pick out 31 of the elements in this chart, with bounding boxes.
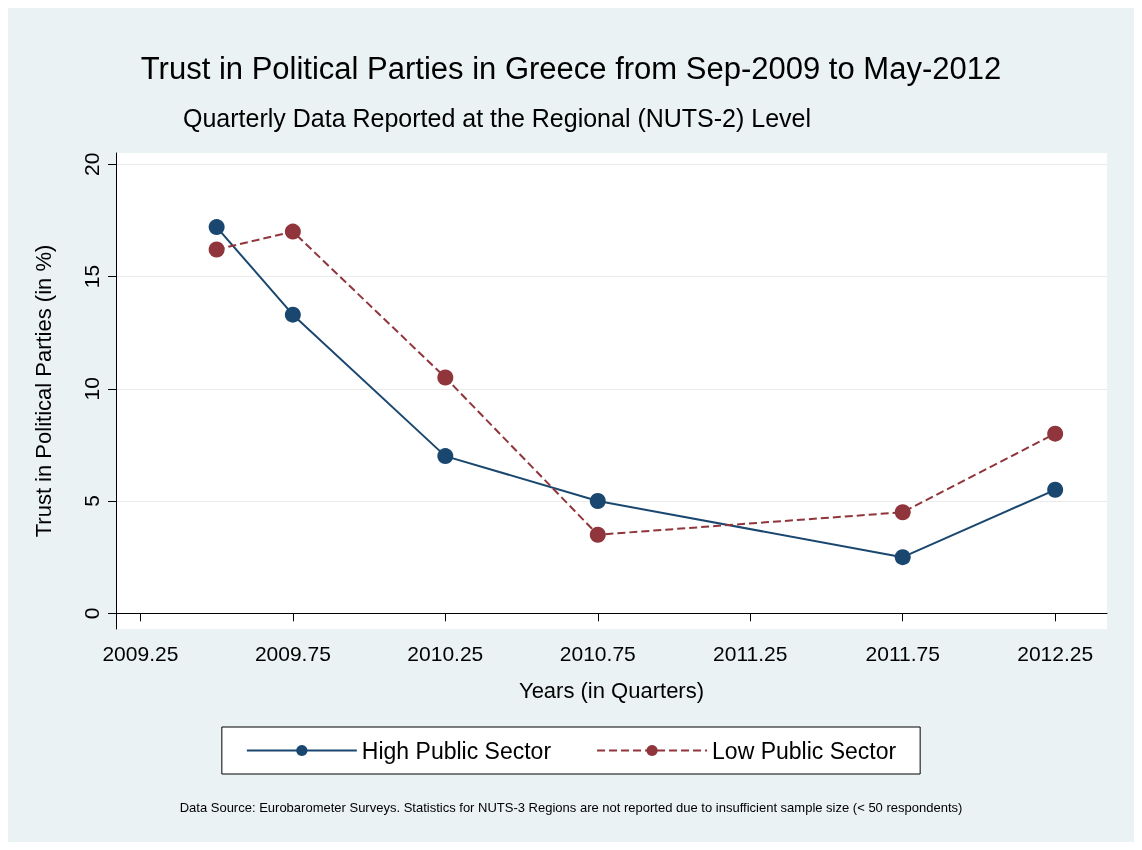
point [894,504,911,521]
x-tick-label: 2011.75 [865,642,940,665]
point [208,241,225,258]
y-tick-label: 0 [80,607,103,620]
x-tick-label: 2010.75 [559,642,636,665]
point [1047,481,1064,498]
y-tick-label: 20 [80,152,103,176]
x-tick-label: 2009.75 [254,642,331,665]
point [284,223,301,240]
point [589,493,606,510]
y-tick-label: 5 [80,495,103,507]
y-axis-title: Trust in Political Parties (in %) [30,244,56,538]
point [208,219,225,236]
y-tick-label: 10 [80,377,103,401]
point [1047,425,1064,442]
y-tick-label: 15 [80,264,103,289]
legend-label: Low Public Sector [712,737,897,764]
point [437,369,454,386]
legend-label: High Public Sector [361,737,552,764]
chart-subtitle: Quarterly Data Reported at the Regional (NUTS-2) Level [183,103,812,132]
point [284,306,301,323]
source-note: Data Source: Eurobarometer Surveys. Statistics for NUTS-3 Regions are not reported due to insufficient sample size (< 50 respondents) [179,800,963,815]
chart-title: Trust in Political Parties in Greece from Sep-2009 to May-2012 [140,51,1002,86]
x-tick-label: 2009.25 [102,642,179,665]
point [437,448,454,465]
x-axis-title: Years (in Quarters) [518,677,705,703]
x-tick-label: 2011.25 [713,642,788,665]
point [894,549,911,566]
point [589,526,606,543]
x-tick-label: 2012.25 [1017,642,1094,665]
x-tick-label: 2010.25 [407,642,484,665]
